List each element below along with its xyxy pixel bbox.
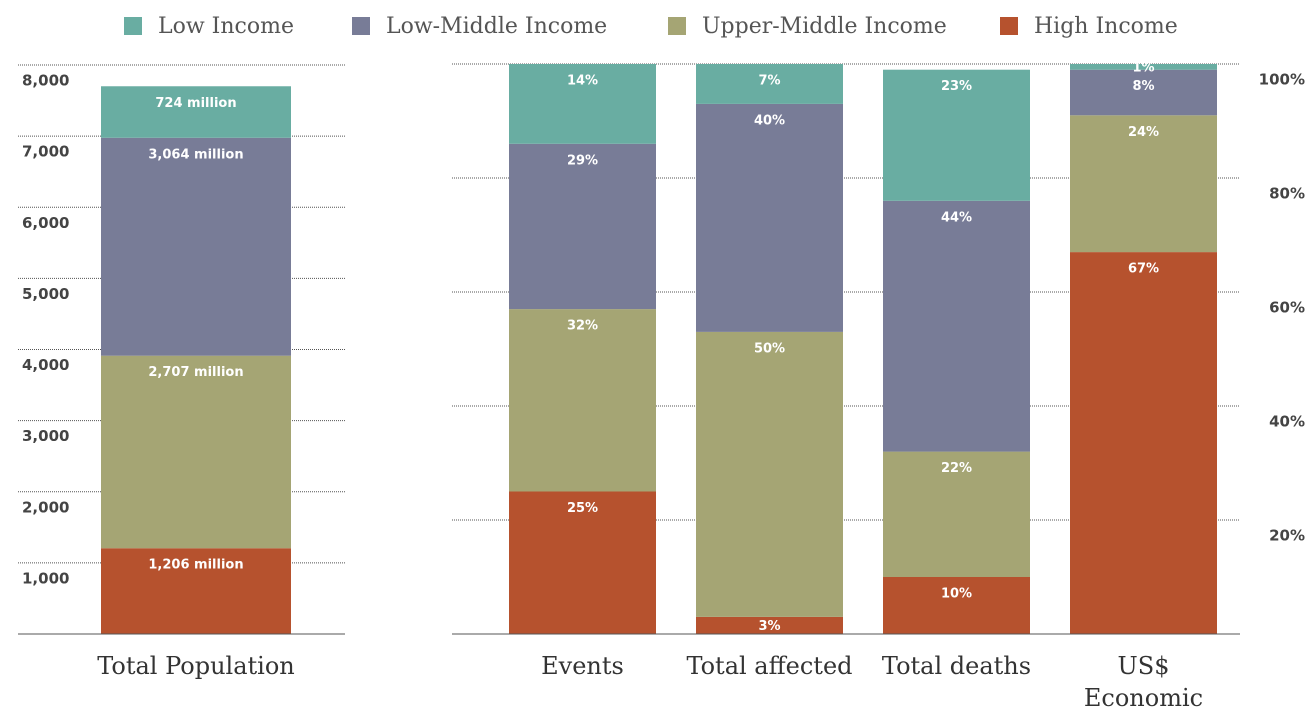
value-label: 29% [567,153,598,168]
bar-segment [1070,252,1217,634]
legend-label: High Income [1034,14,1178,39]
legend-swatch [352,17,370,35]
y-tick-label: 20% [1269,527,1305,545]
y-tick-label: 6,000 [22,214,69,232]
value-label: 25% [567,501,598,516]
value-label: 10% [941,587,972,602]
value-label: 24% [1128,125,1159,140]
value-label: 7% [758,74,780,89]
bar-segment [1070,64,1217,70]
value-label: 8% [1132,79,1154,94]
value-label: 40% [754,113,785,128]
bar-segment [101,355,291,549]
bar-segment [101,137,291,356]
bar-segment [1070,69,1217,116]
bar-segment [883,200,1030,452]
value-label: 1% [1132,60,1154,75]
legend-label: Low-Middle Income [386,14,607,39]
x-tick-label: Total affected [686,652,853,680]
bar-segment [883,577,1030,634]
bar-segment [509,491,656,634]
y-tick-label: 4,000 [22,356,69,374]
bar-segment [883,69,1030,201]
value-label: 23% [941,79,972,94]
x-tick-label: Total Population [97,652,295,680]
x-tick-label: Events [541,652,624,680]
value-label: 1,206 million [148,558,243,573]
bar-segment [509,309,656,492]
value-label: 44% [941,210,972,225]
value-label: 724 million [155,96,236,111]
bar-segment [696,103,843,332]
y-tick-label: 8,000 [22,72,69,90]
value-label: 3,064 million [148,147,243,162]
x-tick-label: US$ Economic losses [1083,652,1204,712]
y-tick-label: 80% [1269,185,1305,203]
legend-swatch [124,17,142,35]
value-label: 32% [567,319,598,334]
y-tick-label: 3,000 [22,427,69,445]
y-tick-label: 1,000 [22,569,69,587]
value-label: 3% [758,619,780,634]
y-tick-label: 2,000 [22,498,69,516]
legend-swatch [668,17,686,35]
legend-label: Low Income [158,14,294,39]
legend-label: Upper-Middle Income [702,14,947,39]
x-tick-label: Total deaths [881,652,1032,680]
bar-segment [101,548,291,634]
bar-segment [696,64,843,104]
y-tick-label: 60% [1269,299,1305,317]
y-tick-label: 40% [1269,413,1305,431]
value-label: 2,707 million [148,365,243,380]
value-label: 22% [941,461,972,476]
bar-segment [883,451,1030,577]
legend-swatch [1000,17,1018,35]
y-tick-label: 7,000 [22,143,69,161]
value-label: 67% [1128,262,1159,277]
bar-segment [1070,115,1217,253]
value-label: 14% [567,74,598,89]
bar-segment [696,331,843,617]
value-label: 50% [754,341,785,356]
bar-segment [509,143,656,310]
bar-segment [696,616,843,634]
bar-segment [509,64,656,144]
bar-segment [101,86,291,138]
y-tick-label: 100% [1259,71,1305,89]
y-tick-label: 5,000 [22,285,69,303]
